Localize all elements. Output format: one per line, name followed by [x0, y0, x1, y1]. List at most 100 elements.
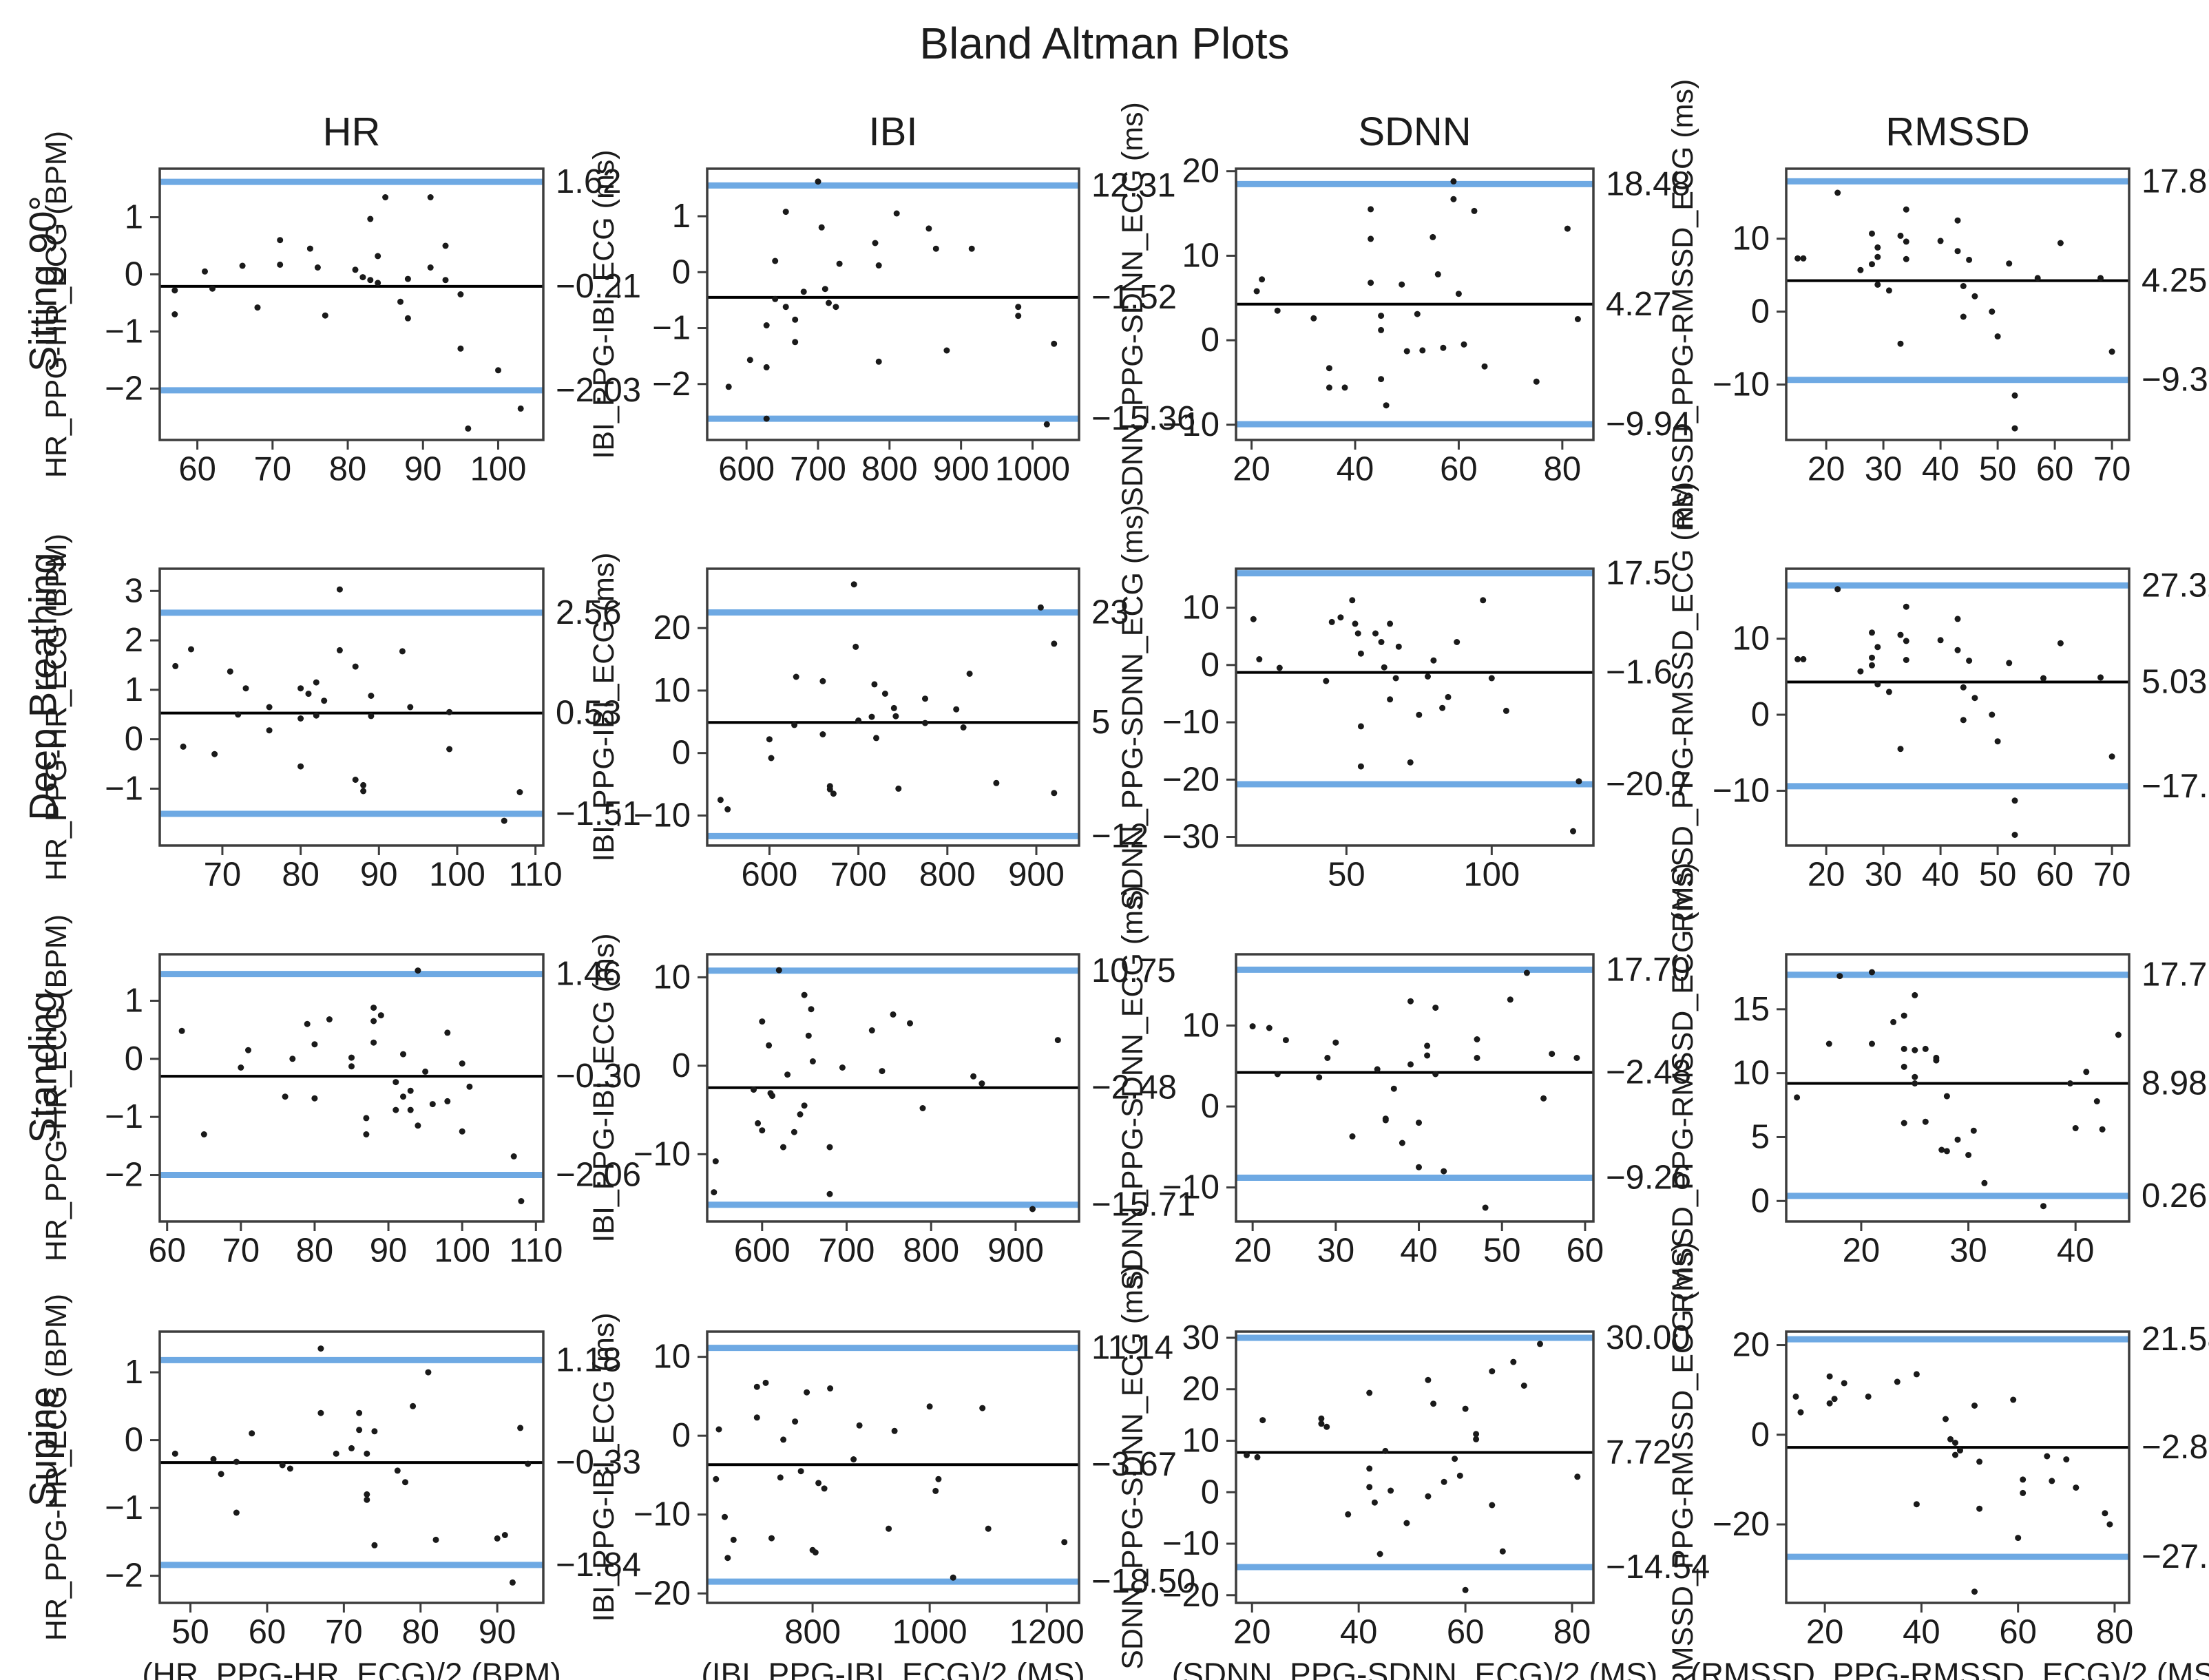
plot-box [1785, 567, 2131, 847]
data-point [364, 1496, 370, 1503]
x-tick-label: 60 [2036, 450, 2074, 487]
data-point [510, 1153, 517, 1159]
lower-loa-annotation: −1.84 [556, 1546, 641, 1584]
data-point [793, 673, 799, 680]
data-point [209, 285, 216, 292]
data-point [763, 322, 770, 328]
data-point [1841, 1380, 1847, 1387]
data-point [277, 237, 284, 244]
plot-sitting-90--hr: 60 70 80 90 100 1 0 −1 −2 1.62 −0.21 −2.03 HR_PPG-HR… [40, 131, 641, 487]
data-point [1282, 1037, 1289, 1044]
x-tick-label: 600 [742, 856, 798, 893]
data-point [985, 1525, 992, 1532]
x-tick-label: 50 [1979, 450, 2017, 487]
data-point [238, 1064, 244, 1071]
data-point [1933, 1057, 1940, 1064]
data-point [2034, 275, 2041, 282]
data-point [1326, 384, 1332, 391]
data-point [1826, 1373, 1833, 1380]
data-point [394, 1467, 401, 1474]
y-tick-label: −2 [652, 366, 691, 403]
data-point [935, 1476, 942, 1482]
data-point [759, 1127, 766, 1134]
data-point [2020, 1476, 2027, 1483]
data-point [313, 679, 320, 686]
y-tick-label: −20 [1162, 761, 1219, 798]
x-tick-label: 40 [2057, 1232, 2095, 1269]
data-point [812, 1549, 819, 1556]
data-point [821, 286, 828, 293]
y-axis-label: IBI_PPG-IBI_ECG (ms) [587, 552, 620, 861]
x-tick-label: 30 [1317, 1232, 1355, 1269]
data-point [336, 586, 343, 593]
data-point [2066, 1080, 2073, 1086]
plot-supine-hr: 50 60 70 80 90 1 0 −1 −2 1.18 −0.33 −1.84 HR_PPG-HR_… [40, 1294, 641, 1680]
data-point [1456, 1472, 1463, 1479]
y-axis-label: RMSSD_PPG-RMSSD_ECG (ms) [1666, 863, 1699, 1314]
data-point [171, 1450, 178, 1457]
upper-loa-annotation: 1.18 [556, 1341, 621, 1378]
data-point [1274, 307, 1281, 314]
data-point [875, 262, 882, 269]
y-axis-label: RMSSD_PPG-RMSSD_ECG (ms) [1666, 1242, 1699, 1680]
upper-loa-annotation: 23 [1091, 594, 1129, 631]
data-point [305, 691, 312, 697]
data-point [890, 704, 897, 711]
data-point [1937, 238, 1944, 244]
data-point [1912, 1073, 1918, 1080]
data-point [2106, 1521, 2113, 1528]
data-point [755, 1120, 762, 1126]
data-point [1378, 639, 1385, 645]
data-point [297, 685, 304, 692]
data-point [1549, 1051, 1556, 1058]
data-point [427, 194, 434, 200]
data-point [311, 1095, 318, 1102]
data-point [1015, 304, 1022, 311]
data-point [446, 708, 453, 715]
data-point [850, 581, 857, 588]
x-tick-label: 900 [987, 1232, 1044, 1269]
data-point [1994, 738, 2001, 745]
data-point [1831, 1396, 1838, 1403]
data-point [1903, 638, 1909, 644]
plot-standing-ibi: 600 700 800 900 10 0 −10 10.75 −2.48 −15.71 IBI_PP… [587, 933, 1195, 1269]
data-point [1471, 207, 1478, 214]
data-point [1874, 253, 1881, 260]
data-point [371, 1428, 378, 1435]
data-point [826, 1144, 833, 1151]
data-point [1345, 1511, 1352, 1518]
data-point [392, 1079, 399, 1086]
data-point [978, 1080, 985, 1087]
data-point [797, 1111, 804, 1117]
data-point [348, 1063, 355, 1070]
data-point [873, 735, 879, 742]
data-point [364, 1491, 370, 1498]
x-tick-label: 50 [1328, 856, 1365, 893]
data-point [321, 697, 328, 704]
y-tick-label: 1 [125, 982, 143, 1019]
data-point [1015, 313, 1022, 319]
data-point [1341, 384, 1348, 391]
data-point [753, 1383, 760, 1390]
data-point [1489, 1368, 1496, 1375]
data-point [1432, 1071, 1439, 1078]
data-point [943, 347, 950, 354]
data-point [855, 717, 862, 724]
data-point [363, 1115, 370, 1122]
x-tick-label: 80 [282, 856, 320, 893]
data-point [1382, 1115, 1389, 1122]
data-point [266, 727, 273, 734]
data-point [465, 425, 472, 432]
data-point [289, 1056, 296, 1062]
data-point [1318, 1420, 1325, 1427]
y-tick-label: −2 [105, 1557, 143, 1595]
x-tick-label: 1200 [1009, 1613, 1085, 1650]
upper-loa-annotation: 17.87 [2142, 162, 2209, 200]
data-point [249, 1430, 255, 1437]
data-point [377, 1012, 384, 1019]
x-tick-label: 40 [1337, 450, 1374, 487]
y-tick-label: 0 [672, 1417, 691, 1454]
data-point [459, 1060, 465, 1067]
data-point [1947, 1436, 1954, 1442]
plot-box [1785, 953, 2131, 1223]
